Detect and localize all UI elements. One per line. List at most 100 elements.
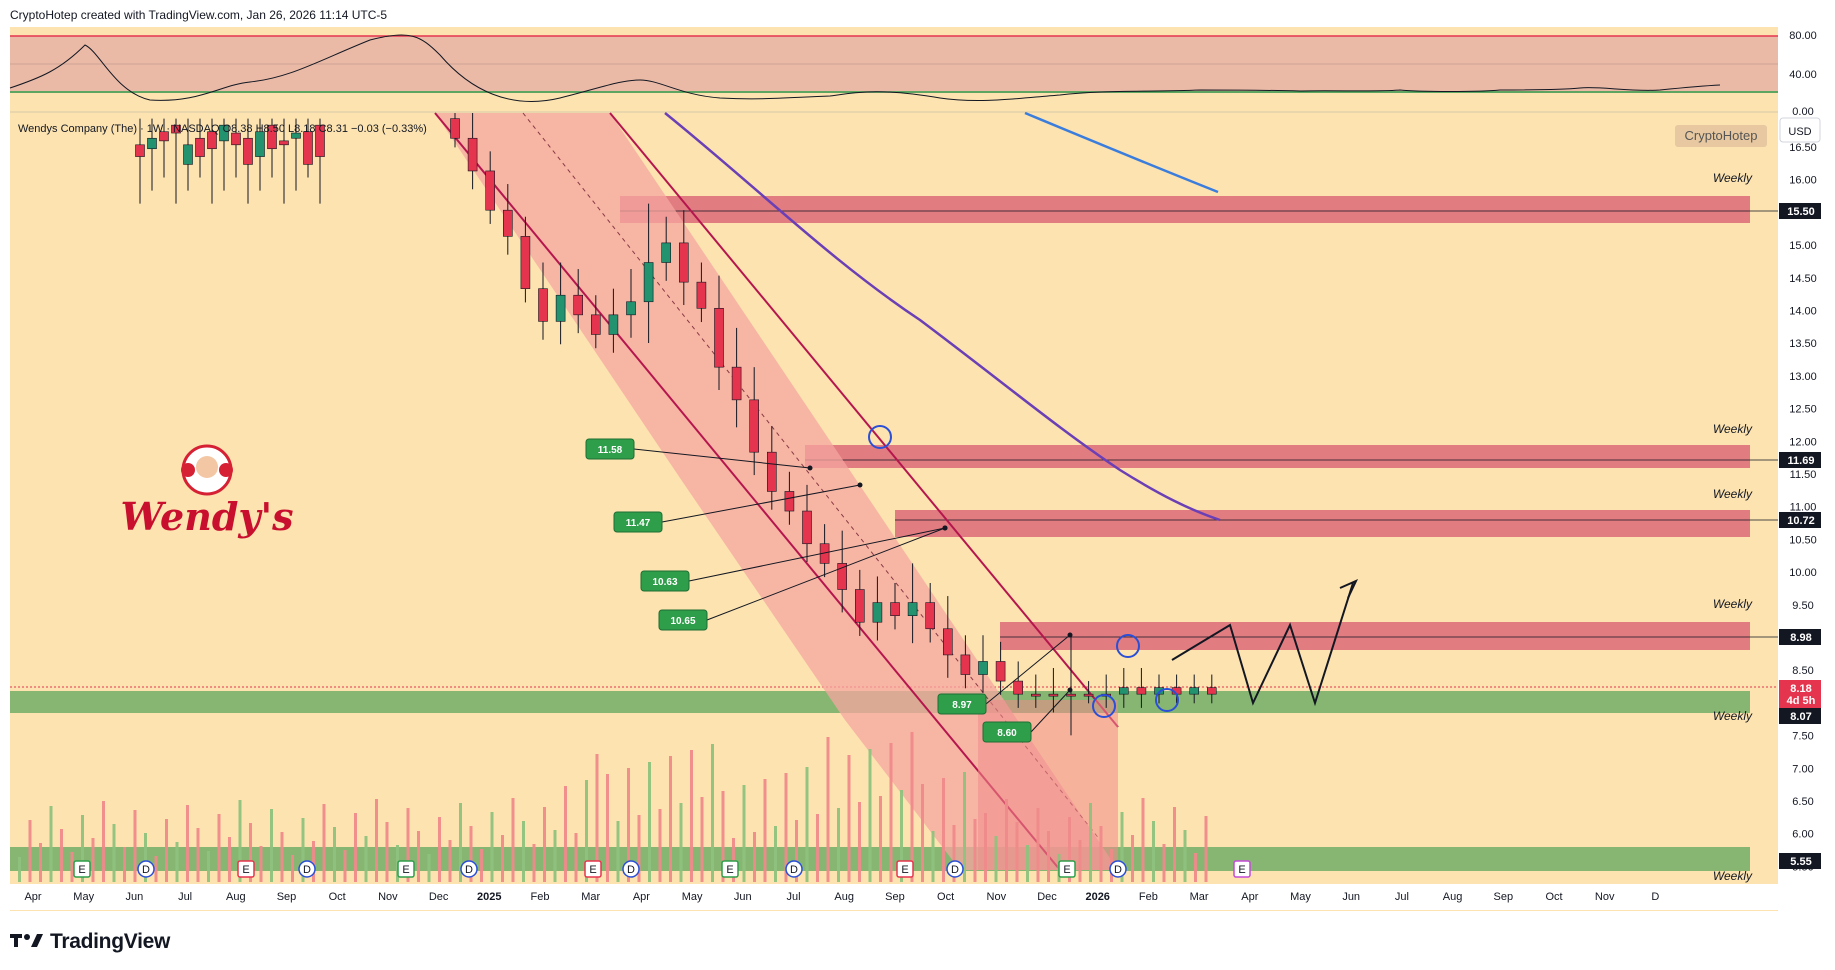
rsi-band bbox=[10, 36, 1778, 93]
callout-anchor-2 bbox=[857, 482, 863, 488]
currency-label: USD bbox=[1788, 126, 1811, 138]
time-tick-label: May bbox=[73, 891, 94, 903]
candle-body bbox=[1154, 687, 1164, 695]
candle-body bbox=[1189, 687, 1199, 695]
candle-body bbox=[802, 510, 812, 545]
price-tick-label: 11.50 bbox=[1790, 469, 1817, 481]
dividend-marker bbox=[785, 860, 803, 878]
volume-bar bbox=[952, 825, 956, 882]
price-chart[interactable]: 11.58 11.47 10.63 10.65 8.97 8.60 E D E D E D E D E D E D… bbox=[0, 0, 1835, 920]
dividend-marker bbox=[946, 860, 964, 878]
price-tick-label: 14.00 bbox=[1789, 306, 1817, 318]
candle-body bbox=[538, 288, 548, 322]
volume-bar bbox=[459, 803, 462, 882]
price-tick-label: 6.50 bbox=[1792, 796, 1813, 808]
volume-bar bbox=[1036, 808, 1040, 882]
resistance-zone-4 bbox=[1000, 622, 1750, 650]
time-tick-label: Aug bbox=[1443, 891, 1463, 903]
tradingview-footer[interactable]: TradingView bbox=[10, 930, 170, 954]
callout-connector-5 bbox=[985, 634, 1071, 705]
volume-bar bbox=[1005, 799, 1008, 882]
volume-bar bbox=[259, 846, 263, 882]
callout-connector-2 bbox=[661, 484, 861, 523]
candle-body bbox=[731, 366, 742, 401]
volume-bar bbox=[963, 772, 966, 882]
volume-bar bbox=[469, 826, 473, 882]
time-tick-label: Jul bbox=[786, 891, 800, 903]
price-tick-label: 10.00 bbox=[1789, 567, 1817, 579]
volume-bar bbox=[931, 831, 935, 882]
candle-body bbox=[207, 131, 217, 150]
earnings-marker-label: E bbox=[901, 864, 908, 876]
earnings-marker-label: E bbox=[1063, 864, 1070, 876]
volume-bar bbox=[511, 798, 515, 882]
volume-bar bbox=[616, 821, 620, 882]
price-tick-label: 8.50 bbox=[1792, 665, 1813, 677]
earnings-marker bbox=[1233, 860, 1251, 878]
dividend-marker-label: D bbox=[1114, 864, 1122, 876]
volume-bar bbox=[270, 809, 273, 882]
volume-bar bbox=[1183, 830, 1187, 882]
candle-body bbox=[661, 242, 672, 263]
time-axis bbox=[10, 884, 1778, 910]
volume-bar bbox=[186, 805, 189, 882]
volume-bar bbox=[1162, 844, 1166, 882]
volume-bar bbox=[480, 849, 483, 882]
earnings-marker bbox=[721, 860, 739, 878]
callout-value-5: 8.97 bbox=[952, 700, 972, 711]
dividend-marker-label: D bbox=[951, 864, 959, 876]
volume-bar bbox=[648, 762, 651, 882]
wendys-logo: Wendy's bbox=[120, 444, 294, 539]
earnings-marker bbox=[584, 860, 602, 878]
volume-bar bbox=[39, 843, 42, 882]
volume-bar bbox=[427, 854, 431, 882]
volume-bar bbox=[1204, 816, 1208, 882]
earnings-marker-label: E bbox=[726, 864, 733, 876]
dividend-marker-label: D bbox=[465, 864, 473, 876]
callout-anchor-1 bbox=[807, 465, 813, 471]
callout-connector-1 bbox=[633, 448, 811, 469]
price-axis bbox=[1778, 27, 1822, 911]
candle-body bbox=[907, 602, 918, 616]
volume-bar bbox=[732, 838, 735, 882]
volume-bar bbox=[70, 852, 74, 882]
price-label-3: 10.72 bbox=[1787, 515, 1815, 527]
time-tick-label: May bbox=[682, 891, 703, 903]
earnings-marker-label: E bbox=[589, 864, 596, 876]
time-tick-label: 2025 bbox=[477, 891, 501, 903]
candle-body bbox=[995, 661, 1006, 682]
earnings-marker-label: E bbox=[242, 864, 249, 876]
candle-body bbox=[890, 602, 900, 616]
candle-body bbox=[608, 314, 619, 335]
price-label-bg-6 bbox=[1779, 853, 1821, 869]
candle-countdown: 4d 5h bbox=[1787, 695, 1816, 707]
volume-bar bbox=[805, 767, 809, 882]
price-tick-label: 16.00 bbox=[1789, 175, 1817, 187]
candle-body bbox=[1119, 687, 1129, 695]
candle-body bbox=[303, 131, 313, 165]
dividend-marker bbox=[622, 860, 640, 878]
logo-face bbox=[196, 456, 218, 478]
volume-bar bbox=[1078, 840, 1082, 882]
candle-body bbox=[678, 242, 689, 283]
price-tick-label: 13.00 bbox=[1789, 371, 1817, 383]
volume-bar bbox=[196, 828, 200, 882]
time-tick-label: Sep bbox=[885, 891, 905, 903]
candle-body bbox=[485, 170, 496, 211]
volume-bar bbox=[1068, 817, 1071, 882]
callout-anchor-5 bbox=[1067, 632, 1073, 638]
candle-body bbox=[243, 137, 253, 165]
volume-bar bbox=[690, 750, 693, 882]
weekly-label-5: Weekly bbox=[1713, 709, 1753, 723]
candle-body bbox=[590, 314, 601, 335]
volume-bar bbox=[826, 737, 830, 882]
weekly-label-3: Weekly bbox=[1713, 487, 1753, 501]
time-tick-label: Dec bbox=[1037, 891, 1057, 903]
callout-value-1: 11.58 bbox=[598, 445, 623, 456]
time-tick-label: Apr bbox=[24, 891, 41, 903]
volume-bar bbox=[1026, 845, 1029, 882]
volume-bar bbox=[81, 815, 84, 882]
volume-bar bbox=[165, 819, 168, 882]
volume-bar bbox=[91, 838, 95, 882]
tradingview-wordmark: TradingView bbox=[50, 930, 171, 953]
